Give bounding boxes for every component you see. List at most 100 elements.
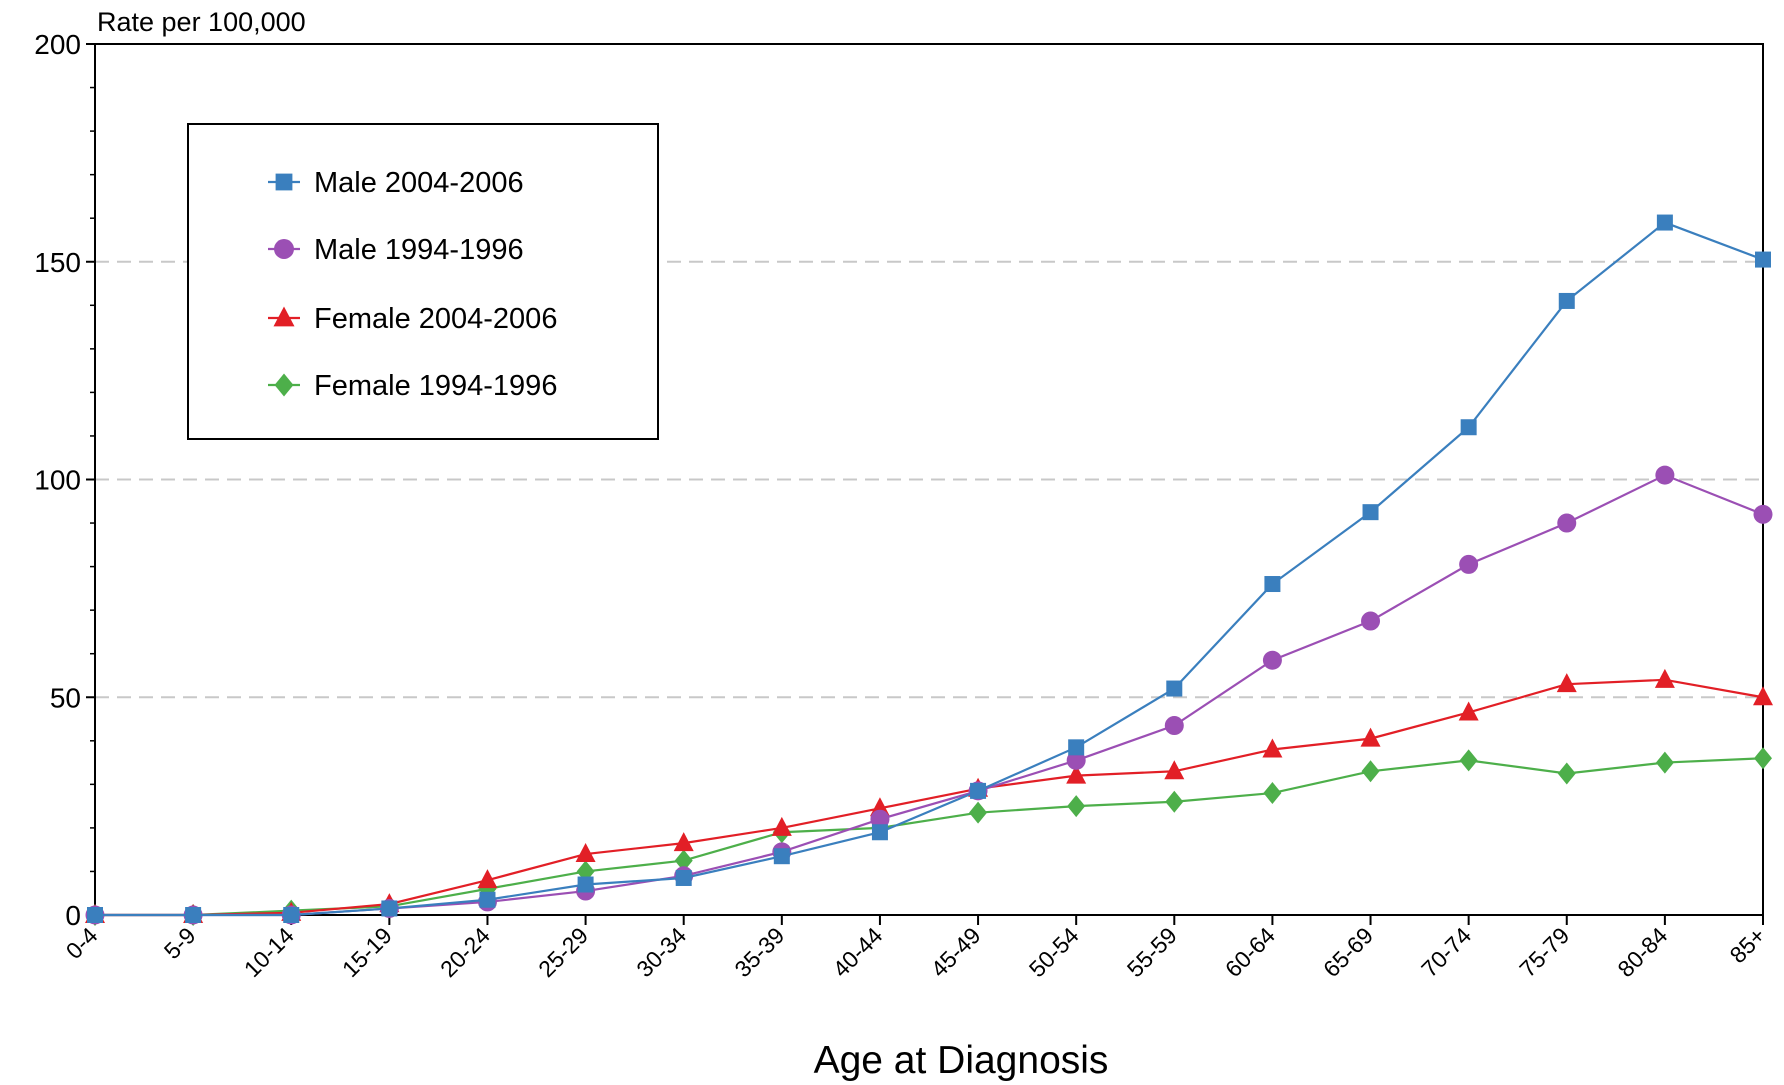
data-point <box>1066 764 1087 784</box>
x-tick-label: 40-44 <box>827 922 887 982</box>
data-point <box>969 801 988 824</box>
y-tick-label: 100 <box>34 465 81 496</box>
data-point <box>1263 782 1282 805</box>
legend-entry-0: Male 2004-2006 <box>268 167 524 199</box>
data-point <box>575 843 596 863</box>
data-point <box>87 907 103 923</box>
legend-swatch-marker <box>274 239 294 259</box>
data-point <box>871 824 888 841</box>
data-point <box>771 816 792 836</box>
data-point <box>1362 504 1379 521</box>
x-tick-label: 80-84 <box>1612 922 1672 982</box>
data-point <box>1068 739 1085 756</box>
legend-label: Female 1994-1996 <box>314 370 557 402</box>
y-tick-label: 50 <box>50 682 81 713</box>
data-point <box>283 907 300 923</box>
x-tick-label: 45-49 <box>926 922 986 982</box>
data-point <box>1753 504 1773 524</box>
data-point <box>1459 749 1478 772</box>
data-point <box>1262 738 1283 758</box>
y-tick-label: 0 <box>65 900 81 931</box>
x-tick-label: 70-74 <box>1416 922 1476 982</box>
data-point <box>1459 554 1479 574</box>
data-point <box>1558 292 1575 309</box>
x-tick-label: 35-39 <box>729 922 789 982</box>
data-point <box>1460 419 1477 436</box>
series-line-0 <box>95 221 1764 917</box>
series-line-1 <box>95 473 1764 917</box>
data-point <box>1655 751 1674 774</box>
data-point <box>1361 760 1380 783</box>
data-point <box>1264 576 1281 593</box>
data-point <box>479 891 496 908</box>
x-axis: 0-4 5-9 10-14 15-19 20-24 25-29 30-34 35-39 40-4… <box>61 915 1771 982</box>
data-point <box>1557 762 1576 785</box>
data-point <box>870 809 890 829</box>
data-point <box>577 876 594 893</box>
data-point <box>1753 686 1773 706</box>
series-0 <box>87 214 1771 923</box>
data-point <box>477 869 498 889</box>
legend-label: Female 2004-2006 <box>314 303 557 335</box>
x-tick-label: 60-64 <box>1220 922 1280 982</box>
data-point <box>1262 650 1282 670</box>
x-axis-label: Age at Diagnosis <box>814 1039 1109 1082</box>
series-line-3 <box>95 757 1764 917</box>
x-tick-label: 75-79 <box>1514 922 1574 982</box>
data-point <box>1654 668 1675 688</box>
x-tick-label: 65-69 <box>1318 922 1378 982</box>
data-point <box>773 848 790 865</box>
data-point <box>1164 760 1185 780</box>
x-tick-label: 55-59 <box>1122 922 1182 982</box>
legend-swatch-marker <box>274 373 294 397</box>
x-tick-label: 10-14 <box>239 922 299 982</box>
x-tick-label: 5-9 <box>159 922 201 964</box>
data-point <box>1458 701 1479 721</box>
data-point <box>1755 251 1771 268</box>
data-point <box>970 782 987 799</box>
data-point <box>1360 727 1381 747</box>
series-layer <box>85 214 1773 926</box>
x-tick-label: 25-29 <box>533 922 593 982</box>
data-point <box>674 849 693 872</box>
series-2 <box>85 668 1773 923</box>
series-3 <box>86 747 1772 926</box>
data-point <box>381 900 398 917</box>
series-1 <box>85 465 1773 925</box>
x-tick-label: 15-19 <box>337 922 397 982</box>
data-point <box>1556 673 1577 693</box>
legend-entry-2: Female 2004-2006 <box>268 303 557 335</box>
data-point <box>1557 513 1577 533</box>
data-point <box>1166 680 1183 697</box>
data-point <box>1656 214 1673 231</box>
legend: Male 2004-2006 Male 1994-1996 Female 2004-… <box>187 123 659 440</box>
data-point <box>675 869 692 886</box>
x-tick-label: 85+ <box>1725 922 1771 968</box>
data-point <box>1164 716 1184 736</box>
x-tick-label: 50-54 <box>1024 922 1084 982</box>
data-point <box>1165 790 1184 813</box>
data-point <box>673 832 694 852</box>
legend-box <box>187 123 659 440</box>
y-tick-label: 200 <box>34 29 81 60</box>
x-tick-label: 20-24 <box>435 922 495 982</box>
legend-label: Male 1994-1996 <box>314 234 524 266</box>
y-axis: 0 50 100 150 200 <box>34 29 95 931</box>
y-axis-label: Rate per 100,000 <box>97 7 306 37</box>
data-point <box>1067 795 1086 818</box>
series-line-2 <box>95 678 1764 917</box>
legend-swatch-marker <box>273 306 295 327</box>
x-tick-label: 30-34 <box>631 922 691 982</box>
legend-swatch-marker <box>275 173 293 191</box>
data-point <box>185 907 202 923</box>
legend-label: Male 2004-2006 <box>314 167 524 199</box>
legend-entry-1: Male 1994-1996 <box>268 234 524 266</box>
y-tick-label: 150 <box>34 247 81 278</box>
data-point <box>1066 750 1086 770</box>
data-point <box>1754 747 1772 770</box>
data-point <box>1361 611 1381 631</box>
legend-entry-3: Female 1994-1996 <box>268 370 557 402</box>
data-point <box>1655 465 1675 485</box>
